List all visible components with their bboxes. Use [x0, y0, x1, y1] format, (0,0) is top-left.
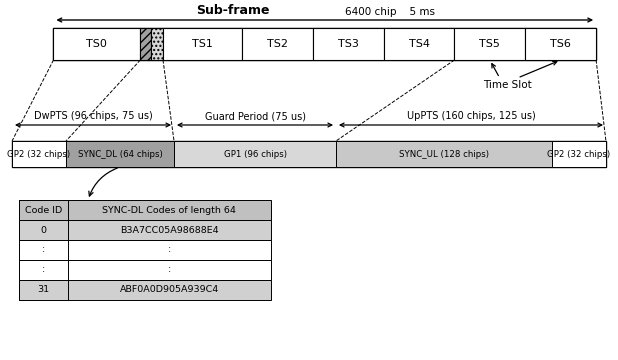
Bar	[140, 28, 151, 60]
Bar	[174, 141, 336, 167]
Text: Sub-frame: Sub-frame	[196, 4, 269, 17]
Bar	[19, 260, 271, 280]
Text: Guard Period (75 us): Guard Period (75 us)	[205, 111, 305, 121]
Text: UpPTS (160 chips, 125 us): UpPTS (160 chips, 125 us)	[407, 111, 535, 121]
Bar	[454, 28, 525, 60]
Text: Code ID: Code ID	[25, 206, 62, 215]
Text: TS4: TS4	[408, 39, 430, 49]
Text: 31: 31	[38, 285, 49, 294]
Bar	[66, 141, 174, 167]
Text: 0: 0	[41, 225, 46, 234]
Bar	[19, 260, 68, 280]
Bar	[552, 141, 606, 167]
Bar	[19, 220, 68, 240]
Text: B3A7CC05A98688E4: B3A7CC05A98688E4	[120, 225, 219, 234]
Bar	[19, 280, 271, 300]
Bar	[54, 28, 596, 60]
Bar	[19, 240, 68, 260]
Text: Time Slot: Time Slot	[483, 80, 532, 90]
Text: SYNC_UL (128 chips): SYNC_UL (128 chips)	[399, 149, 489, 158]
Bar	[163, 28, 242, 60]
Text: TS6: TS6	[550, 39, 571, 49]
Bar	[313, 28, 384, 60]
Text: GP2 (32 chips): GP2 (32 chips)	[548, 149, 611, 158]
Bar	[19, 200, 68, 220]
Text: :: :	[42, 246, 45, 255]
Bar	[19, 280, 68, 300]
Text: :: :	[42, 266, 45, 275]
Bar	[151, 28, 163, 60]
Text: DwPTS (96 chips, 75 us): DwPTS (96 chips, 75 us)	[33, 111, 153, 121]
Text: GP2 (32 chips): GP2 (32 chips)	[7, 149, 70, 158]
Bar	[19, 200, 271, 220]
Bar	[19, 240, 271, 260]
Bar	[384, 28, 454, 60]
Text: :: :	[167, 246, 171, 255]
Bar	[54, 28, 140, 60]
Bar	[525, 28, 596, 60]
Text: TS0: TS0	[87, 39, 108, 49]
Text: ABF0A0D905A939C4: ABF0A0D905A939C4	[120, 285, 219, 294]
Text: TS5: TS5	[480, 39, 501, 49]
Bar	[12, 141, 66, 167]
Text: TS3: TS3	[337, 39, 358, 49]
Bar	[19, 220, 271, 240]
Text: :: :	[167, 266, 171, 275]
Text: GP1 (96 chips): GP1 (96 chips)	[224, 149, 287, 158]
Text: SYNC-DL Codes of length 64: SYNC-DL Codes of length 64	[103, 206, 236, 215]
Bar	[336, 141, 552, 167]
Bar	[242, 28, 313, 60]
Bar	[12, 141, 606, 167]
Text: TS2: TS2	[267, 39, 288, 49]
Text: TS1: TS1	[192, 39, 213, 49]
Text: 6400 chip    5 ms: 6400 chip 5 ms	[345, 7, 435, 17]
Text: SYNC_DL (64 chips): SYNC_DL (64 chips)	[78, 149, 163, 158]
